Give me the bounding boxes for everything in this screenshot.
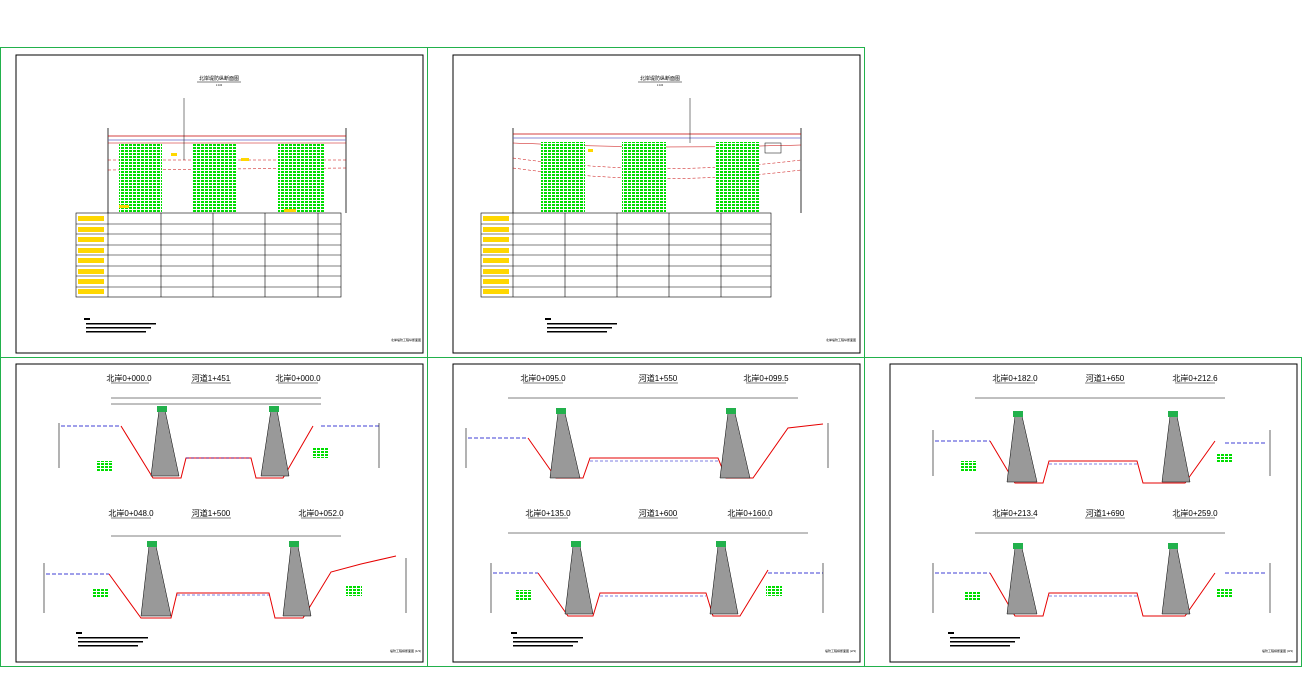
section-label-center: 河道1+690 bbox=[1086, 508, 1125, 518]
section-label-center: 河道1+500 bbox=[192, 508, 231, 518]
drawing-sheet-4: 北岸0+095.0 河道1+550 北岸0+099.5 北岸0+135.0 河道… bbox=[452, 363, 861, 663]
title-block: 堤防工程横断面图 (3/3) bbox=[1262, 648, 1293, 653]
section-group-lower: 北岸0+213.4 河道1+690 北岸0+259.0 bbox=[932, 508, 1271, 617]
profile-data-table bbox=[75, 212, 342, 298]
section-group-lower: 北岸0+048.0 河道1+500 北岸0+052.0 bbox=[43, 508, 407, 619]
soil-hatch-group bbox=[541, 142, 759, 212]
section-label-center: 河道1+451 bbox=[192, 373, 231, 383]
viewport-cell-3[interactable]: 北岸0+000.0 河道1+451 北岸0+000.0 北岸0+048.0 河道… bbox=[0, 357, 428, 667]
section-label-right: 北岸0+052.0 bbox=[298, 509, 344, 518]
section-group-lower: 北岸0+135.0 河道1+600 北岸0+160.0 bbox=[490, 508, 824, 617]
section-label-left: 北岸0+048.0 bbox=[108, 509, 154, 518]
section-label-left: 北岸0+135.0 bbox=[525, 509, 571, 518]
section-label-left: 北岸0+182.0 bbox=[992, 374, 1038, 383]
drawing-sheet-1: 北岸堤防纵断面图 1:100 bbox=[15, 54, 424, 354]
sheet-scale: 1:100 bbox=[216, 84, 223, 87]
section-label-left: 北岸0+000.0 bbox=[106, 374, 152, 383]
title-block: 北岸堤防工程纵断面图 bbox=[826, 337, 856, 342]
sheet-title: 北岸堤防纵断面图 bbox=[640, 75, 680, 82]
viewport-cell-2[interactable]: 北岸堤防纵断面图 1:100 bbox=[427, 47, 865, 358]
soil-hatch-group bbox=[119, 144, 324, 212]
section-label-center: 河道1+650 bbox=[1086, 373, 1125, 383]
sheet-border bbox=[15, 363, 424, 663]
sheet-scale: 1:100 bbox=[657, 84, 664, 87]
section-group-upper: 北岸0+000.0 河道1+451 北岸0+000.0 bbox=[58, 373, 380, 479]
section-label-right: 北岸0+212.6 bbox=[1172, 374, 1218, 383]
section-group-upper: 北岸0+182.0 河道1+650 北岸0+212.6 bbox=[932, 373, 1271, 484]
viewport-cell-1[interactable]: 北岸堤防纵断面图 1:100 bbox=[0, 47, 428, 358]
title-block: 北岸堤防工程纵断面图 bbox=[391, 337, 421, 342]
section-label-left: 北岸0+095.0 bbox=[520, 374, 566, 383]
section-label-right: 北岸0+000.0 bbox=[275, 374, 321, 383]
sheet-border bbox=[452, 363, 861, 663]
viewport-cell-4[interactable]: 北岸0+095.0 河道1+550 北岸0+099.5 北岸0+135.0 河道… bbox=[427, 357, 865, 667]
section-label-center: 河道1+600 bbox=[639, 508, 678, 518]
section-label-right: 北岸0+099.5 bbox=[743, 374, 789, 383]
drawing-sheet-2: 北岸堤防纵断面图 1:100 bbox=[452, 54, 861, 354]
profile-data-table bbox=[480, 212, 772, 298]
drawing-sheet-5: 北岸0+182.0 河道1+650 北岸0+212.6 北岸0+213.4 河道… bbox=[889, 363, 1298, 663]
section-label-left: 北岸0+213.4 bbox=[992, 509, 1038, 518]
sheet-title: 北岸堤防纵断面图 bbox=[199, 75, 239, 82]
viewport-cell-5[interactable]: 北岸0+182.0 河道1+650 北岸0+212.6 北岸0+213.4 河道… bbox=[864, 357, 1302, 667]
section-label-right: 北岸0+160.0 bbox=[727, 509, 773, 518]
sheet-border bbox=[889, 363, 1298, 663]
drawing-sheet-3: 北岸0+000.0 河道1+451 北岸0+000.0 北岸0+048.0 河道… bbox=[15, 363, 424, 663]
title-block: 堤防工程横断面图 (1/3) bbox=[390, 648, 421, 653]
section-label-right: 北岸0+259.0 bbox=[1172, 509, 1218, 518]
section-group-upper: 北岸0+095.0 河道1+550 北岸0+099.5 bbox=[465, 373, 829, 479]
section-label-center: 河道1+550 bbox=[639, 373, 678, 383]
title-block: 堤防工程横断面图 (2/3) bbox=[825, 648, 856, 653]
